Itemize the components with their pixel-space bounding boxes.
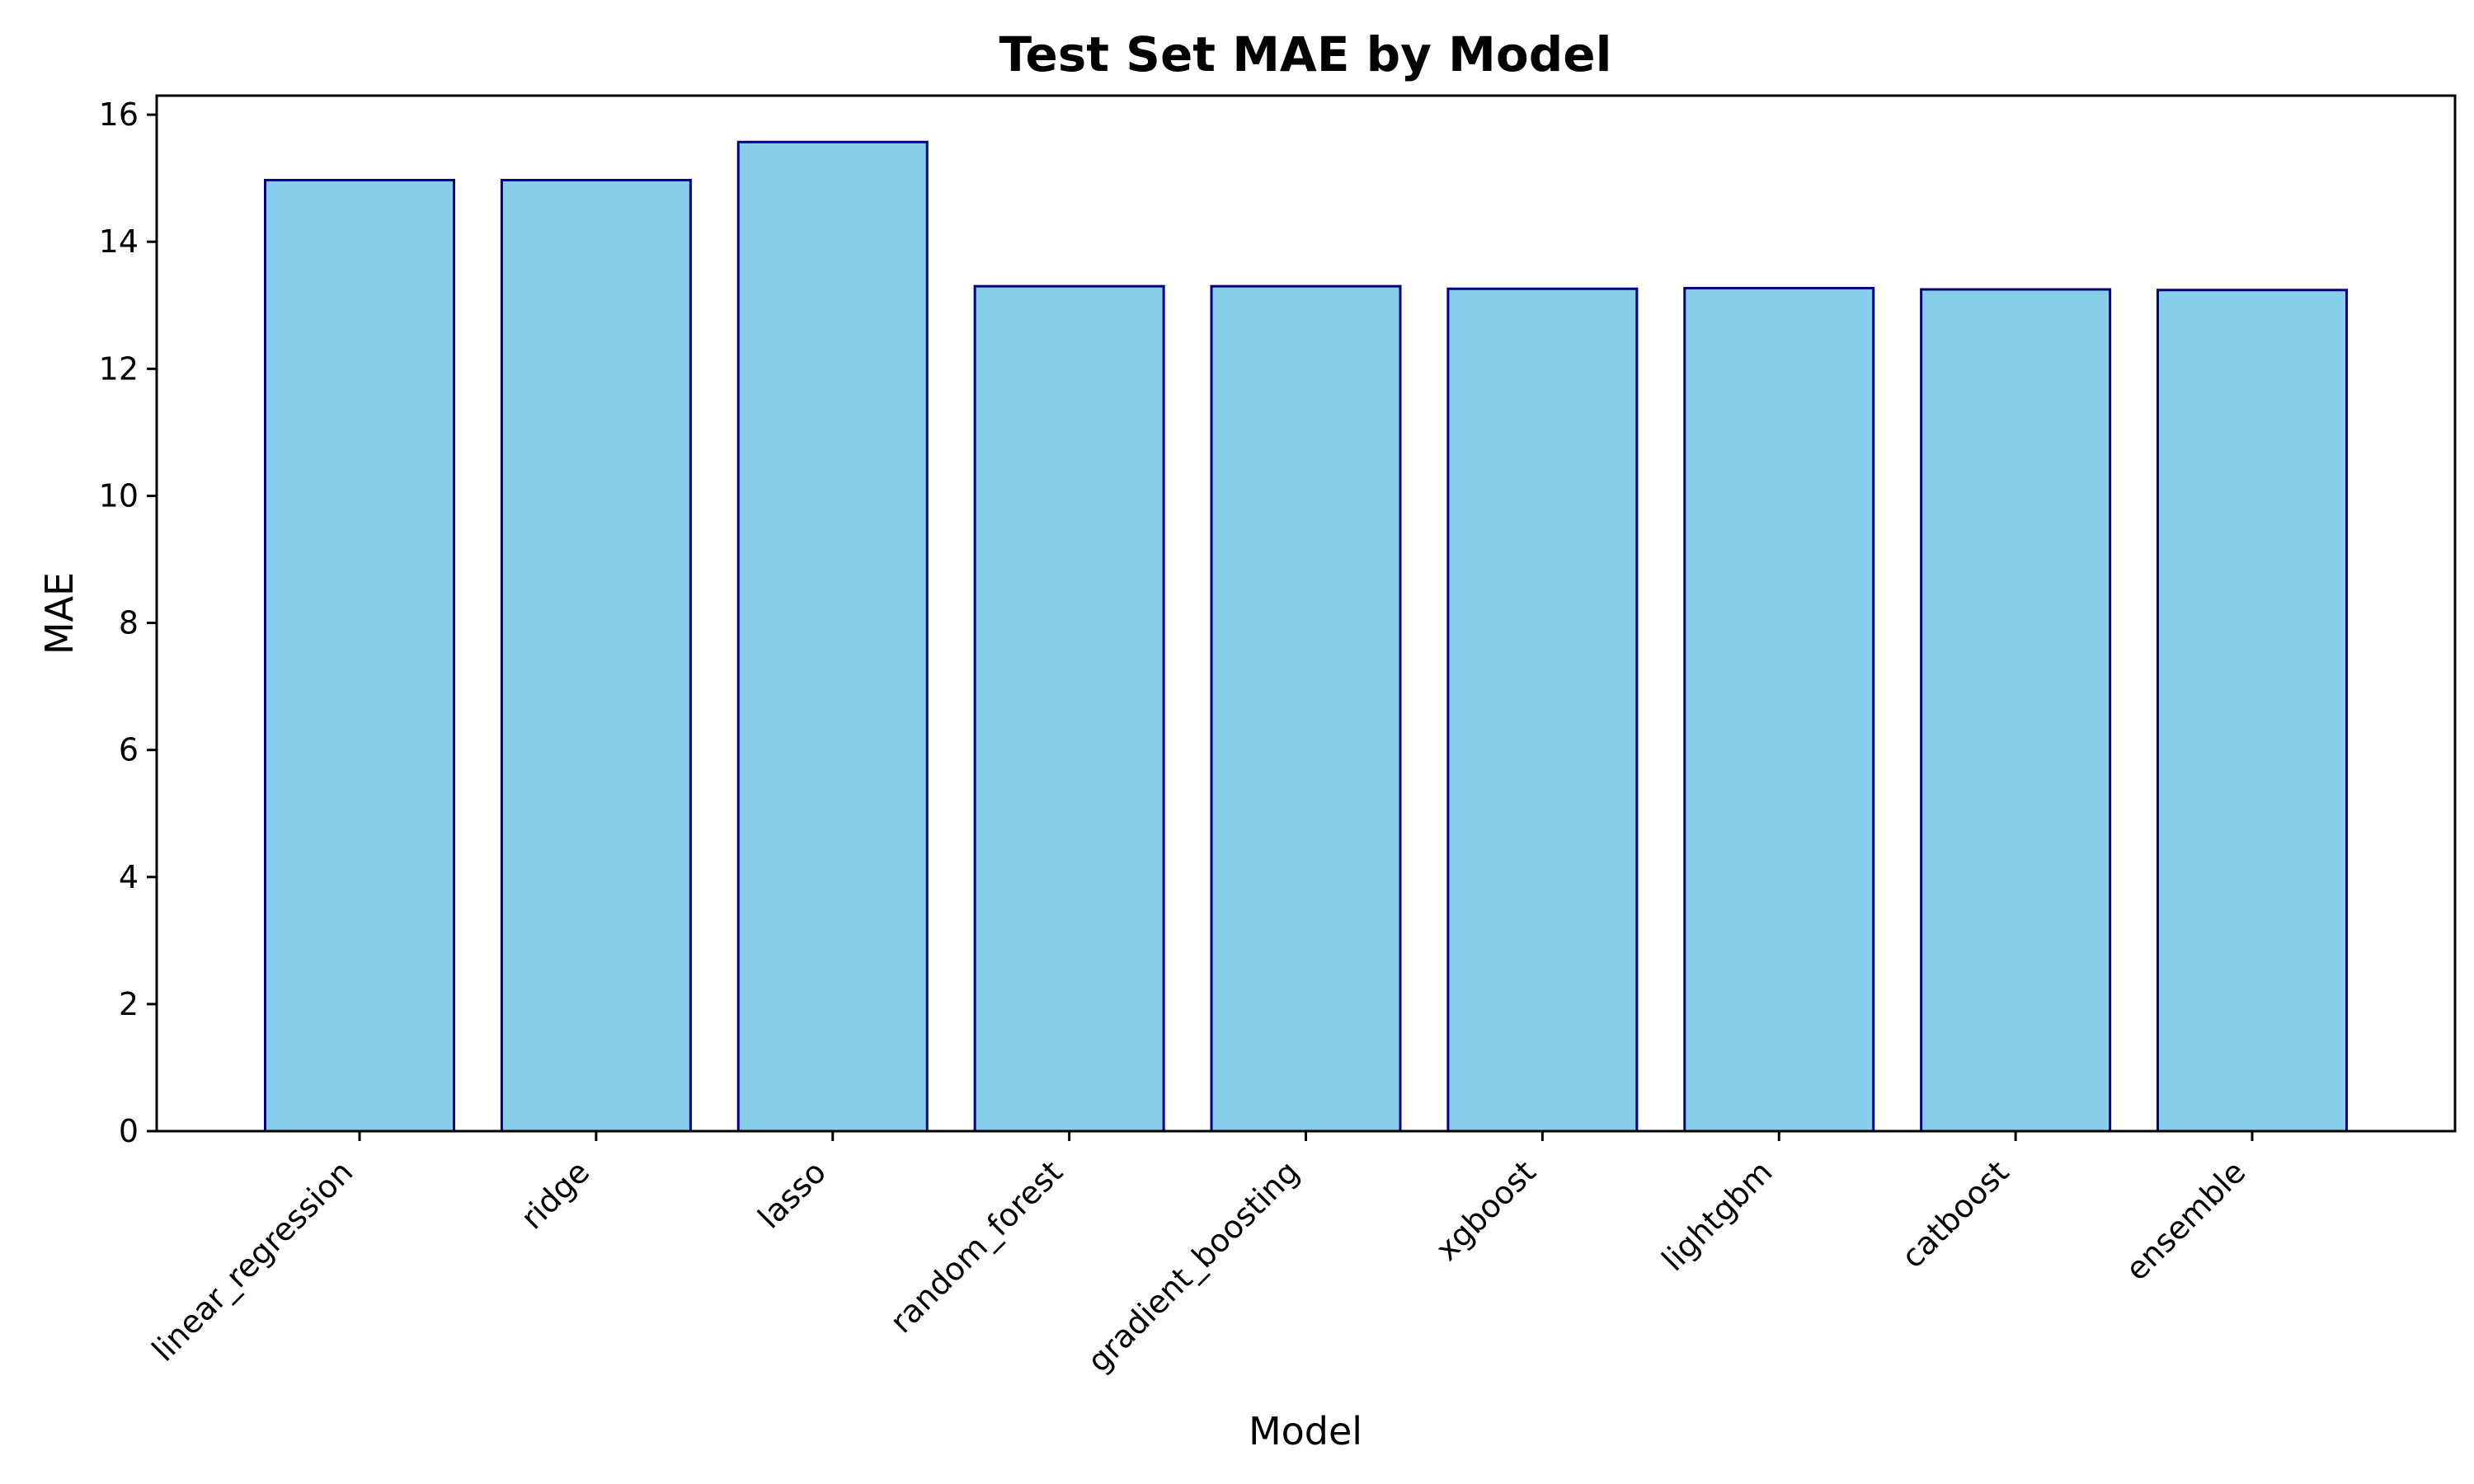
chart-title: Test Set MAE by Model (999, 26, 1612, 82)
y-tick-label: 16 (99, 96, 139, 133)
y-tick-label: 12 (99, 350, 139, 387)
bars (264, 140, 2348, 1133)
bar-ensemble (2157, 289, 2348, 1133)
x-axis-ticks: linear_regression ridge lasso random_forest… (145, 1131, 2254, 1379)
y-tick-label: 10 (99, 477, 139, 514)
x-tick-label: catboost (1894, 1153, 2015, 1275)
x-tick-label: random_forest (883, 1153, 1070, 1340)
y-tick-label: 6 (119, 732, 139, 768)
y-tick-label: 4 (119, 859, 139, 895)
bar-gradient-boosting (1210, 284, 1402, 1133)
y-axis-label: MAE (37, 572, 82, 655)
x-tick-label: xgboost (1428, 1153, 1543, 1268)
bar-lightgbm (1683, 286, 1875, 1133)
y-tick-label: 8 (119, 605, 139, 641)
x-tick-label: gradient_boosting (1080, 1153, 1306, 1379)
y-tick-label: 0 (119, 1113, 139, 1149)
x-axis-label: Model (1249, 1409, 1362, 1453)
x-tick-label: lightgbm (1655, 1153, 1780, 1278)
y-tick-label: 14 (99, 223, 139, 260)
y-tick-label: 2 (119, 986, 139, 1022)
x-tick-label: linear_regression (145, 1153, 360, 1369)
bar-catboost (1920, 288, 2112, 1133)
plot-frame (155, 94, 2457, 1133)
x-tick-label: ridge (514, 1153, 596, 1236)
bar-xgboost (1446, 287, 1639, 1133)
bar-random-forest (973, 284, 1165, 1133)
x-tick-label: ensemble (2119, 1153, 2252, 1287)
bar-lasso (736, 140, 929, 1133)
x-tick-label: lasso (751, 1153, 833, 1235)
y-axis-ticks: 0 2 4 6 8 10 12 14 16 (99, 96, 157, 1149)
bar-ridge (500, 178, 692, 1133)
bar-linear-regression (264, 178, 455, 1133)
